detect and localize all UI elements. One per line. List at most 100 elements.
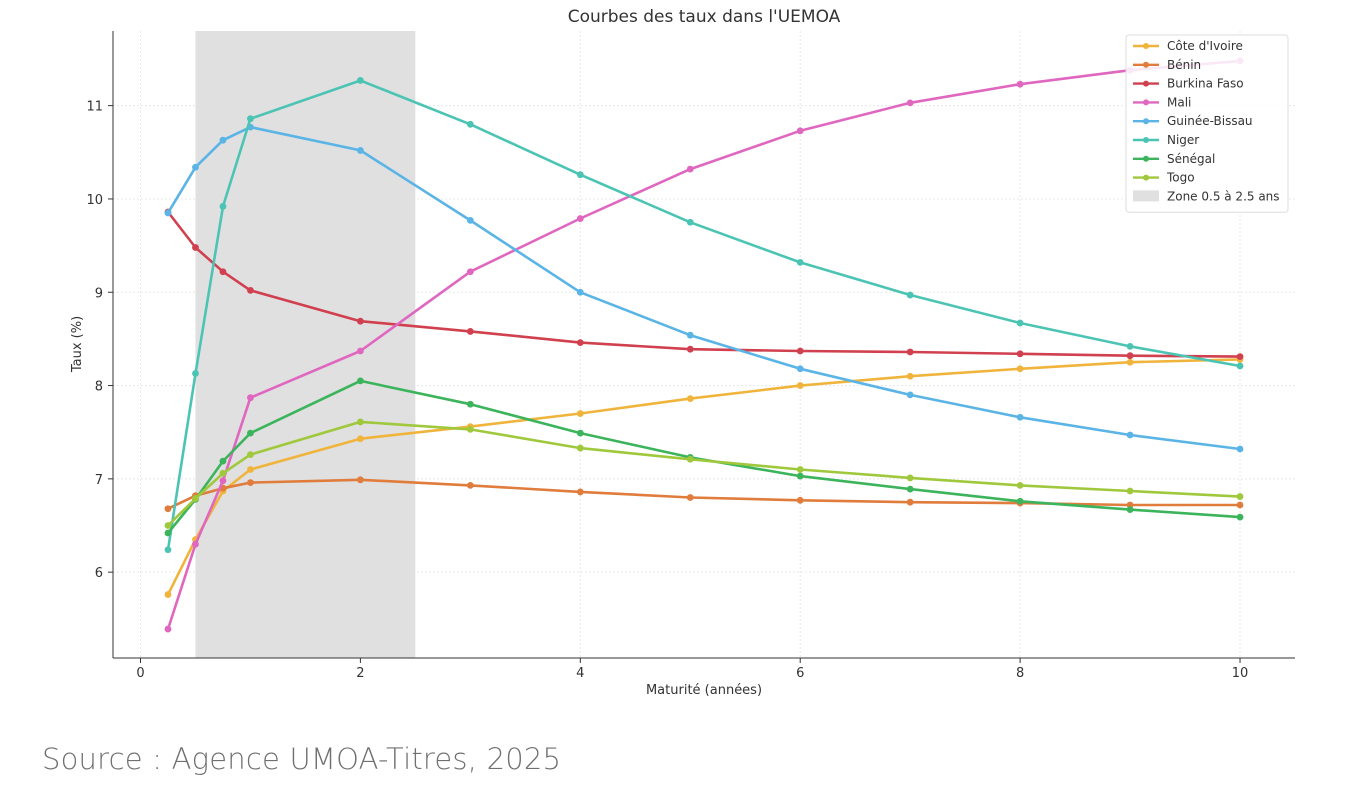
legend-marker: [1143, 118, 1149, 125]
data-point: [1016, 80, 1024, 88]
data-point: [247, 429, 254, 437]
series-lines: [164, 57, 1244, 633]
data-point: [356, 147, 364, 154]
legend-band-swatch: [1133, 190, 1159, 202]
data-point: [906, 474, 914, 482]
data-point: [576, 339, 584, 347]
legend-marker: [1143, 99, 1149, 106]
data-point: [576, 488, 584, 496]
data-point: [686, 494, 694, 501]
data-point: [164, 529, 172, 537]
data-point: [247, 479, 254, 486]
data-point: [247, 115, 254, 123]
data-point: [1016, 497, 1024, 505]
data-point: [906, 485, 914, 493]
data-point: [906, 498, 914, 506]
data-point: [1126, 358, 1134, 366]
chart-title: Courbes des taux dans l'UEMOA: [568, 7, 841, 27]
shaded-band: [195, 31, 416, 658]
data-point: [1236, 513, 1244, 521]
data-point: [1016, 350, 1024, 358]
data-point: [356, 435, 364, 443]
data-point: [796, 258, 804, 266]
legend-label: Bénin: [1167, 58, 1201, 72]
data-point: [219, 457, 227, 465]
y-tick-label: 8: [95, 380, 103, 395]
legend-label: Zone 0.5 à 2.5 ans: [1167, 189, 1280, 203]
x-tick-label: 4: [576, 666, 584, 681]
data-point: [164, 505, 172, 513]
data-point: [686, 395, 694, 403]
data-point: [1236, 501, 1244, 509]
data-point: [219, 203, 227, 210]
axes: 0 2 4 6 8 10 6 7 8 9 10 11: [86, 31, 1295, 681]
shaded-band-rect: [195, 31, 416, 658]
data-point: [192, 244, 199, 251]
data-point: [466, 120, 474, 128]
data-point: [686, 165, 694, 173]
data-point: [1126, 506, 1134, 514]
y-tick-label: 9: [95, 286, 103, 301]
data-point: [686, 345, 694, 353]
y-tick-label: 6: [95, 566, 103, 581]
data-point: [219, 268, 227, 276]
y-tick-label: 7: [95, 473, 103, 488]
x-tick-label: 6: [796, 666, 804, 681]
legend-marker: [1143, 174, 1149, 181]
data-point: [164, 522, 172, 529]
data-point: [576, 215, 584, 222]
data-point: [1016, 319, 1024, 327]
data-point: [356, 317, 364, 325]
data-point: [1236, 353, 1244, 361]
data-point: [796, 466, 804, 473]
data-point: [164, 546, 172, 554]
data-point: [1236, 362, 1244, 370]
data-point: [796, 472, 804, 480]
data-point: [796, 127, 804, 135]
data-point: [164, 591, 172, 598]
legend-label: Mali: [1167, 95, 1191, 109]
data-point: [1016, 413, 1024, 421]
data-point: [164, 209, 172, 217]
data-point: [466, 481, 474, 489]
data-point: [466, 400, 474, 408]
legend-marker: [1143, 137, 1149, 143]
data-point: [356, 347, 364, 355]
legend-marker: [1143, 61, 1149, 68]
x-tick-label: 8: [1016, 666, 1024, 681]
legend-label: Côte d'Ivoire: [1167, 39, 1243, 53]
data-point: [576, 429, 584, 437]
x-tick-label: 10: [1232, 666, 1249, 681]
x-axis-label: Maturité (années): [646, 683, 762, 698]
data-point: [796, 496, 804, 504]
legend-label: Guinée-Bissau: [1167, 114, 1253, 128]
data-point: [906, 348, 914, 356]
data-point: [247, 451, 254, 458]
legend-label: Burkina Faso: [1167, 77, 1244, 91]
y-tick-label: 10: [86, 193, 103, 208]
data-point: [247, 286, 254, 294]
data-point: [1236, 493, 1244, 500]
data-point: [1236, 445, 1244, 453]
x-tick-label: 2: [356, 666, 364, 681]
data-point: [576, 288, 584, 296]
data-point: [247, 466, 254, 473]
data-point: [356, 476, 364, 484]
data-point: [192, 370, 199, 377]
data-point: [356, 77, 364, 84]
data-point: [796, 382, 804, 389]
legend: Côte d'Ivoire Bénin Burkina Faso Mali Guinée…: [1125, 34, 1289, 213]
data-point: [1126, 352, 1134, 360]
data-point: [356, 377, 364, 385]
data-point: [576, 410, 584, 417]
data-point: [219, 469, 227, 477]
data-point: [219, 136, 227, 144]
data-point: [1016, 365, 1024, 373]
data-point: [466, 268, 474, 276]
data-point: [906, 99, 914, 107]
data-point: [247, 394, 254, 402]
data-point: [686, 331, 694, 339]
y-axis-label: Taux (%): [70, 316, 85, 373]
data-point: [466, 426, 474, 433]
data-point: [686, 218, 694, 226]
